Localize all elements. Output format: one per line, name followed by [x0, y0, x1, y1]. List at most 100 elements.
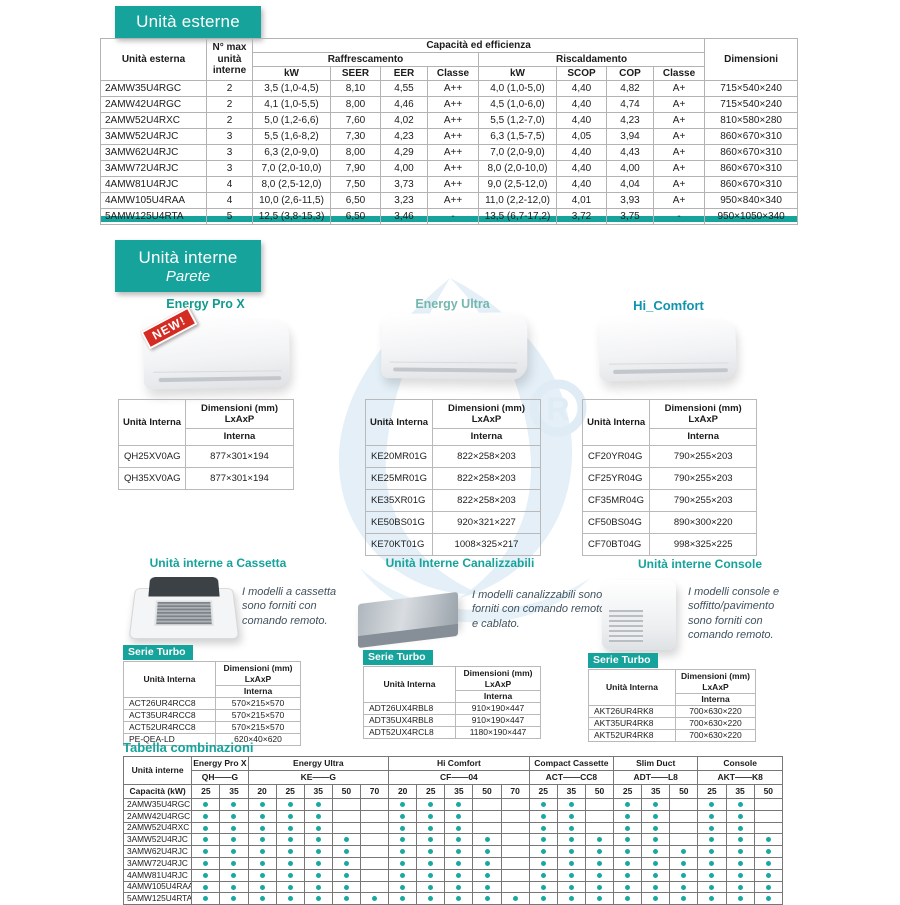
combo-compat-cell — [753, 798, 784, 811]
combo-compat-cell — [219, 809, 249, 823]
value-cell: 4,40 — [556, 160, 607, 177]
combo-group-code: ADT——L8 — [613, 770, 699, 785]
value-cell: - — [652, 208, 706, 225]
value-cell: 4,02 — [380, 112, 428, 129]
compatibility-dot-icon — [456, 813, 462, 819]
combo-compat-cell — [303, 798, 333, 811]
dim-line1: Dimensioni (mm) — [223, 663, 293, 674]
combo-compat-cell — [416, 845, 446, 858]
dim-line2: LxAxP — [244, 673, 272, 684]
compatibility-dot-icon — [287, 849, 293, 855]
combo-compat-cell — [669, 833, 699, 847]
value-cell: 4,40 — [556, 144, 607, 161]
combo-group-header: Console — [697, 756, 783, 771]
combo-compat-cell — [472, 821, 502, 835]
combo-compat-cell — [388, 845, 418, 858]
combo-compat-cell — [725, 892, 755, 905]
compatibility-dot-icon — [287, 825, 293, 831]
combo-compat-cell — [444, 868, 474, 882]
combo-group-header: Compact Cassette — [528, 756, 615, 771]
combo-compat-cell — [247, 856, 277, 870]
col-riscaldamento: Riscaldamento — [477, 52, 706, 67]
model-cell: 3AMW72U4RJC — [100, 160, 207, 177]
col-dimensioni: Dimensioni — [704, 38, 799, 81]
compatibility-dot-icon — [512, 896, 518, 902]
compatibility-dot-icon — [568, 849, 574, 855]
col-unita-interna-label: Unità Interna — [122, 416, 182, 428]
dim-line1: Dimensioni (mm) — [664, 402, 742, 414]
dimension-cell: 700×630×220 — [675, 705, 756, 718]
compatibility-dot-icon — [259, 849, 265, 855]
compatibility-dot-icon — [484, 896, 490, 902]
combo-compat-cell — [331, 845, 361, 858]
value-cell: 8,00 — [330, 96, 381, 113]
unit-seam — [608, 362, 730, 365]
compatibility-dot-icon — [653, 825, 659, 831]
compatibility-dot-icon — [568, 825, 574, 831]
value-cell: 2 — [206, 112, 253, 129]
value-cell: 8,00 — [330, 144, 381, 161]
compatibility-dot-icon — [456, 837, 462, 843]
duct-unit-image — [358, 591, 458, 649]
serie-turbo-label-canalizzabili: Serie Turbo — [363, 650, 433, 665]
compatibility-dot-icon — [287, 837, 293, 843]
compatibility-dot-icon — [653, 801, 659, 807]
combo-compat-cell — [444, 809, 474, 823]
combo-compat-cell — [472, 868, 502, 882]
combo-compat-cell — [331, 809, 361, 823]
combo-capacity-header: 20 — [247, 784, 277, 799]
combo-capacity-header: 25 — [275, 784, 305, 799]
compatibility-dot-icon — [428, 813, 434, 819]
outdoor-table-row: 2AMW52U4RXC 2 5,0 (1,2-6,6) 7,60 4,02 A++ 5,5 … — [100, 112, 799, 129]
combo-capacity-header: 35 — [303, 784, 333, 799]
combo-compat-cell — [697, 798, 727, 811]
compatibility-dot-icon — [625, 896, 631, 902]
model-cell: 2AMW35U4RGC — [100, 80, 207, 97]
combo-compat-cell — [191, 892, 221, 905]
combo-row: 3AMW52U4RJC — [122, 833, 784, 847]
value-cell: 7,30 — [330, 128, 381, 145]
dimension-row: ADT26UX4RBL8 910×190×447 — [363, 702, 541, 715]
hi-comfort-unit-image — [599, 316, 737, 382]
model-cell: 4AMW81U4RJC — [100, 176, 207, 193]
compatibility-dot-icon — [231, 884, 237, 890]
value-cell: A++ — [427, 128, 479, 145]
model-cell: 3AMW62U4RJC — [100, 144, 207, 161]
value-cell: 3,23 — [380, 192, 428, 209]
combo-compat-cell — [275, 892, 305, 905]
compatibility-dot-icon — [596, 884, 602, 890]
combo-capacity-header: 70 — [359, 784, 390, 799]
combo-compat-cell — [556, 880, 586, 894]
model-cell: ADT35UX4RBL8 — [363, 714, 456, 727]
sub-col-header: SCOP — [556, 66, 607, 81]
combo-compat-cell — [331, 856, 361, 870]
combo-compat-cell — [669, 845, 699, 858]
compatibility-dot-icon — [315, 837, 321, 843]
value-cell: A+ — [652, 144, 706, 161]
model-cell: QH25XV0AG — [118, 445, 186, 468]
value-cell: 4,40 — [556, 96, 607, 113]
combo-compat-cell — [697, 845, 727, 858]
compatibility-dot-icon — [596, 872, 602, 878]
compatibility-dot-icon — [231, 825, 237, 831]
combo-compat-cell — [303, 892, 333, 905]
compatibility-dot-icon — [653, 813, 659, 819]
col-raffrescamento: Raffrescamento — [252, 52, 479, 67]
model-cell: AKT35UR4RK8 — [588, 717, 676, 730]
combo-compat-cell — [613, 845, 643, 858]
energy-ultra-dim-table: Unità Interna Dimensioni (mm) LxAxP Inter… — [365, 399, 541, 556]
combo-compat-cell — [331, 880, 361, 894]
combo-compat-cell — [725, 833, 755, 847]
combo-compat-cell — [191, 798, 221, 811]
combo-compat-cell — [359, 833, 390, 847]
compatibility-dot-icon — [484, 849, 490, 855]
dimension-cell: 570×215×570 — [215, 697, 301, 710]
compatibility-dot-icon — [456, 801, 462, 807]
col-unita-interna-label: Unità Interna — [383, 679, 436, 690]
compatibility-dot-icon — [540, 849, 546, 855]
product-title-energy-pro-x: Energy Pro X — [166, 297, 245, 311]
combo-compat-cell — [556, 821, 586, 835]
value-cell: 4,40 — [556, 112, 607, 129]
combo-compat-cell — [472, 880, 502, 894]
dimension-row: AKT26UR4RK8 700×630×220 — [588, 705, 756, 718]
